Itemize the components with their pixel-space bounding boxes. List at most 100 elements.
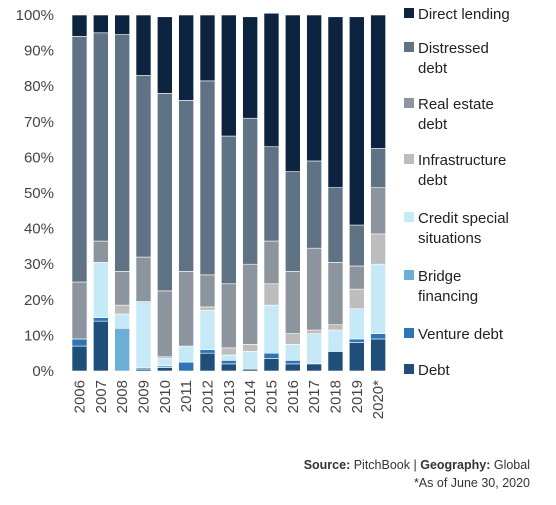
bar-segment-venture-debt (221, 360, 237, 365)
bar-segment-credit-special-situations (306, 333, 322, 365)
x-tick-label: 2015 (263, 380, 280, 413)
bar-segment-direct-lending (348, 16, 365, 226)
bar-segment-credit-special-situations (199, 310, 216, 350)
bar-segment-infrastructure-debt (114, 304, 130, 315)
bar-segment-direct-lending (221, 14, 237, 137)
x-tick-label: 2010 (157, 380, 174, 413)
bar-segment-real-estate-debt (71, 281, 88, 340)
legend-swatch-distressed-debt (404, 42, 414, 52)
legend-label: Venture debt (418, 326, 504, 343)
bar-segment-venture-debt (178, 361, 194, 372)
bar-segment-venture-debt (93, 317, 109, 322)
x-tick-label: 2012 (199, 380, 216, 413)
bar-segment-debt (370, 338, 386, 372)
x-tick-label: 2020* (370, 380, 387, 419)
legend-label: Distressed (418, 40, 489, 57)
bar-segment-credit-special-situations (135, 301, 152, 368)
bar-segment-direct-lending (284, 14, 301, 172)
bar-segment-direct-lending (114, 14, 130, 35)
y-tick-label: 100% (16, 7, 54, 24)
bar-segment-real-estate-debt (199, 274, 216, 308)
bar-segment-credit-special-situations (157, 358, 173, 366)
bar-segment-debt (93, 320, 109, 372)
bar-segment-distressed-debt (263, 146, 280, 242)
bar-segment-distressed-debt (93, 32, 109, 242)
bar-segment-direct-lending (370, 14, 386, 149)
bar-segment-real-estate-debt (242, 263, 258, 345)
footnote: *As of June 30, 2020 (413, 476, 530, 490)
source-line: Source: PitchBook | Geography: Global (304, 456, 530, 474)
bar-segment-distressed-debt (199, 80, 216, 276)
legend-label: Real estate (418, 96, 494, 113)
legend-label: financing (418, 288, 478, 305)
x-tick-label: 2008 (114, 380, 131, 413)
y-tick-label: 90% (24, 43, 54, 60)
bar-segment-venture-debt (370, 333, 386, 340)
bar-segment-credit-special-situations (370, 263, 386, 334)
bar-segment-infrastructure-debt (327, 324, 344, 331)
bar-segment-infrastructure-debt (348, 288, 365, 309)
y-tick-label: 10% (24, 327, 54, 344)
bar-segment-direct-lending (263, 12, 280, 148)
x-tick-label: 2014 (242, 380, 259, 413)
bar-segment-direct-lending (199, 14, 216, 82)
bar-segment-credit-special-situations (114, 313, 130, 329)
bar-segment-debt (306, 363, 322, 372)
bar-segment-distressed-debt (221, 135, 237, 285)
source-value: PitchBook (353, 458, 410, 472)
legend-swatch-bridge-financing (404, 270, 414, 280)
bar-segment-credit-special-situations (348, 308, 365, 340)
x-tick-label: 2013 (221, 380, 238, 413)
x-tick-label: 2007 (93, 380, 110, 413)
bar-segment-debt (71, 345, 88, 372)
source-label: Source: (303, 458, 351, 472)
legend-label: debt (418, 60, 448, 77)
source-note: Source: PitchBook | Geography: Global *A… (304, 456, 530, 492)
bar-segment-credit-special-situations (327, 329, 344, 352)
y-tick-label: 70% (24, 114, 54, 131)
x-tick-label: 2009 (135, 380, 152, 413)
legend-swatch-credit-special-situations (404, 212, 414, 222)
legend-swatch-infrastructure-debt (404, 154, 414, 164)
y-tick-label: 40% (24, 221, 54, 238)
bar-segment-debt (157, 367, 173, 372)
bar-segment-infrastructure-debt (199, 306, 216, 311)
bar-segment-credit-special-situations (93, 262, 109, 318)
x-tick-label: 2006 (72, 380, 89, 413)
bar-segment-debt (327, 351, 344, 372)
bar-segment-distressed-debt (242, 117, 258, 265)
bar-segment-debt (221, 363, 237, 372)
legend-label: situations (418, 230, 481, 247)
bar-segment-debt (284, 363, 301, 372)
bar-segment-distressed-debt (157, 93, 173, 292)
y-tick-label: 60% (24, 149, 54, 166)
bar-segment-debt (263, 358, 280, 372)
bar-segment-real-estate-debt (370, 187, 386, 235)
bar-segment-real-estate-debt (348, 265, 365, 290)
bar-segment-distressed-debt (348, 224, 365, 267)
bar-segment-real-estate-debt (306, 247, 322, 331)
bar-segment-direct-lending (306, 14, 322, 162)
legend-label: Debt (418, 362, 451, 379)
geography-label: Geography: (420, 458, 491, 472)
bar-segment-real-estate-debt (93, 240, 109, 263)
stacked-bar-chart: 0%10%20%30%40%50%60%70%80%90%100%2006 200… (16, 6, 510, 419)
bar-segment-venture-debt (348, 338, 365, 343)
y-tick-label: 30% (24, 256, 54, 273)
legend-label: debt (418, 116, 448, 133)
x-tick-label: 2011 (178, 380, 195, 412)
bar-segment-real-estate-debt (263, 240, 280, 285)
bar-segment-distressed-debt (178, 100, 194, 272)
bar-segment-venture-debt (71, 338, 88, 347)
bar-segment-distressed-debt (284, 171, 301, 272)
bar-segment-debt (348, 342, 365, 372)
bar-segment-real-estate-debt (135, 256, 152, 302)
bar-segment-infrastructure-debt (306, 329, 322, 334)
bar-segment-real-estate-debt (327, 262, 344, 326)
bar-segment-infrastructure-debt (370, 233, 386, 265)
bar-segment-venture-debt (284, 360, 301, 365)
bar-segment-distressed-debt (306, 160, 322, 249)
x-tick-label: 2018 (327, 380, 344, 413)
bar-segment-distressed-debt (114, 34, 130, 272)
legend-label: Credit special (418, 210, 509, 227)
